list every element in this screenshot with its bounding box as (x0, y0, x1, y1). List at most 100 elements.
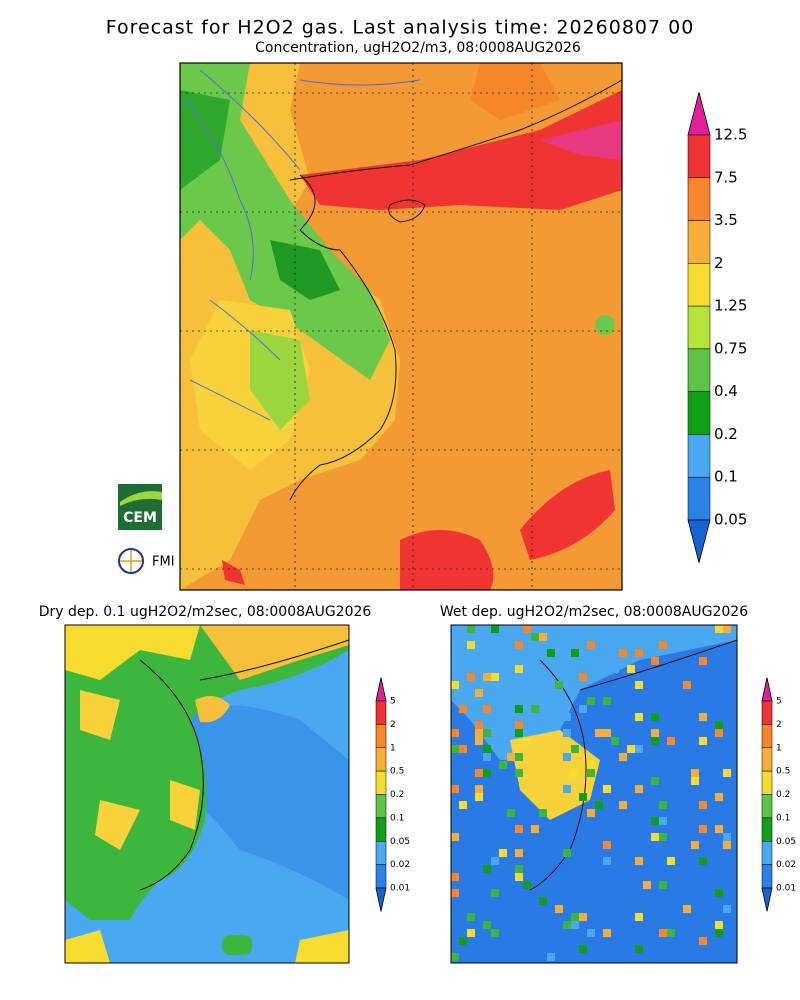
rain-cell (515, 721, 523, 729)
colorbar-segment (687, 348, 711, 392)
colorbar-label: 0.05 (776, 837, 796, 847)
colorbar-segment (375, 747, 387, 772)
colorbar-segment (375, 724, 387, 748)
rain-cell (603, 697, 611, 705)
colorbar-label: 0.01 (776, 884, 796, 894)
rain-cell (635, 857, 643, 865)
rain-cell (595, 801, 603, 809)
rain-cell (563, 849, 571, 857)
rain-cell (691, 841, 699, 849)
rain-cell (611, 737, 619, 745)
colorbar-segment (761, 700, 773, 725)
colorbar-segment (761, 841, 773, 865)
rain-cell (523, 625, 531, 633)
rain-cell (579, 793, 587, 801)
rain-cell (451, 745, 459, 753)
rain-cell (491, 625, 499, 633)
colorbar-segment (687, 434, 711, 478)
rain-cell (699, 857, 707, 865)
title: Forecast for H2O2 gas. Last analysis tim… (106, 17, 695, 39)
rain-cell (459, 801, 467, 809)
rain-cell (483, 769, 491, 777)
rain-cell (619, 649, 627, 657)
rain-cell (635, 785, 643, 793)
rain-cell (587, 809, 595, 817)
rain-cell (715, 729, 723, 737)
rain-cell (467, 913, 475, 921)
rain-cell (683, 905, 691, 913)
rain-cell (683, 681, 691, 689)
rain-cell (531, 825, 539, 833)
colorbar-label: 0.02 (776, 860, 796, 870)
rain-cell (547, 697, 555, 705)
rain-cell (547, 953, 555, 961)
rain-cell (587, 697, 595, 705)
colorbar-segment (375, 817, 387, 842)
colorbar-label: 0.2 (390, 790, 404, 800)
rain-cell (603, 729, 611, 737)
rain-cell (715, 929, 723, 937)
wet-title: Wet dep. ugH2O2/m2sec, 08:0008AUG2026 (440, 604, 748, 620)
rain-cell (499, 761, 507, 769)
rain-cell (467, 625, 475, 633)
rain-cell (699, 737, 707, 745)
rain-cell (651, 737, 659, 745)
rain-cell (491, 673, 499, 681)
colorbar-segment (761, 770, 773, 795)
colorbar-over (375, 677, 387, 702)
dry-map (64, 624, 350, 964)
rain-cell (475, 785, 483, 793)
colorbar-label: 0.5 (776, 767, 790, 777)
rain-cell (483, 625, 491, 633)
colorbar-segment (687, 305, 711, 350)
rain-cell (659, 881, 667, 889)
colorbar-label: 5 (390, 697, 396, 707)
rain-cell (515, 641, 523, 649)
rain-cell (451, 729, 459, 737)
rain-cell (699, 937, 707, 945)
colorbar-label: 7.5 (714, 168, 738, 186)
fmi-text: FMI (152, 555, 175, 570)
rain-cell (587, 769, 595, 777)
colorbar-segment (687, 263, 711, 307)
rain-cell (467, 673, 475, 681)
colorbar-segment (687, 220, 711, 264)
rain-cell (539, 633, 547, 641)
rain-cell (619, 801, 627, 809)
rain-cell (515, 769, 523, 777)
rain-cell (635, 913, 643, 921)
rain-cell (667, 857, 675, 865)
colorbar-segment (687, 134, 711, 179)
rain-cell (587, 641, 595, 649)
rain-cell (603, 857, 611, 865)
colorbar-label: 5 (776, 697, 782, 707)
colorbar-under (375, 887, 387, 912)
colorbar-segment (761, 794, 773, 819)
colorbar-label: 1.25 (714, 297, 747, 315)
rain-cell (451, 953, 459, 961)
rain-cell (595, 729, 603, 737)
rain-cell (515, 849, 523, 857)
colorbar-label: 1 (776, 743, 782, 753)
rain-cell (667, 737, 675, 745)
colorbar-label: 0.2 (776, 790, 790, 800)
colorbar-label: 0.05 (390, 837, 410, 847)
rain-cell (699, 713, 707, 721)
rain-cell (699, 657, 707, 665)
rain-cell (563, 921, 571, 929)
colorbar-label: 0.01 (390, 884, 410, 894)
rain-cell (483, 865, 491, 873)
rain-cell (699, 801, 707, 809)
rain-cell (515, 753, 523, 761)
colorbar-segment (761, 724, 773, 748)
wet-map (451, 625, 738, 963)
rain-cell (571, 649, 579, 657)
colorbar-label: 0.1 (776, 813, 790, 823)
rain-cell (715, 825, 723, 833)
rain-cell (579, 945, 587, 953)
colorbar-segment (375, 794, 387, 819)
rain-cell (635, 649, 643, 657)
rain-cell (651, 777, 659, 785)
rain-cell (523, 737, 531, 745)
